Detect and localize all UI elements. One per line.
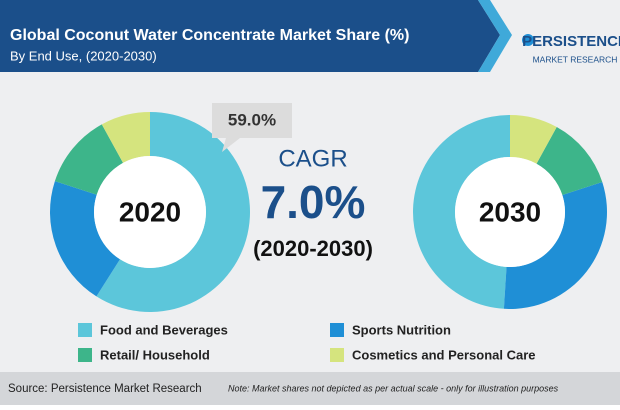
center-label: 2020 xyxy=(119,196,181,227)
donut-slice xyxy=(413,115,510,309)
legend-swatch xyxy=(330,348,344,362)
donut-slice xyxy=(536,126,603,196)
legend-label: Retail/ Household xyxy=(100,347,210,362)
legend-swatch xyxy=(78,348,92,362)
donut-slice xyxy=(510,115,557,164)
source: Source: Persistence Market Research xyxy=(8,383,202,395)
logo-mark xyxy=(522,34,534,46)
legend-swatch xyxy=(78,323,92,337)
donut-slice xyxy=(49,181,120,297)
donut-slice xyxy=(101,112,150,163)
note: Note: Market shares not depicted as per … xyxy=(228,383,559,393)
title-banner xyxy=(0,0,500,72)
center-label: 2030 xyxy=(479,196,541,227)
legend-label: Food and Beverages xyxy=(100,322,228,337)
donut-slice xyxy=(54,124,124,195)
cagr-value: 7.0% xyxy=(261,176,366,228)
footer-bar xyxy=(0,372,620,405)
donut-slice xyxy=(96,112,250,312)
value-label: 59.0% xyxy=(228,110,276,129)
title: Global Coconut Water Concentrate Market … xyxy=(10,27,409,44)
cagr-period: (2020-2030) xyxy=(253,236,373,261)
logo-tagline: MARKET RESEARCH xyxy=(533,54,618,64)
legend-swatch xyxy=(330,323,344,337)
donut-slice xyxy=(503,182,608,309)
donut-hole xyxy=(94,156,206,268)
donut-hole xyxy=(455,157,565,267)
cagr-label: CAGR xyxy=(278,145,347,172)
legend-label: Cosmetics and Personal Care xyxy=(352,347,536,362)
logo-name: PERSISTENCE xyxy=(522,33,620,50)
legend: Food and Beverages Sports Nutrition Retail… xyxy=(78,322,536,362)
legend-label: Sports Nutrition xyxy=(352,322,451,337)
subtitle: By End Use, (2020-2030) xyxy=(10,48,157,63)
banner-accent xyxy=(478,0,512,72)
callout-box xyxy=(212,103,292,152)
